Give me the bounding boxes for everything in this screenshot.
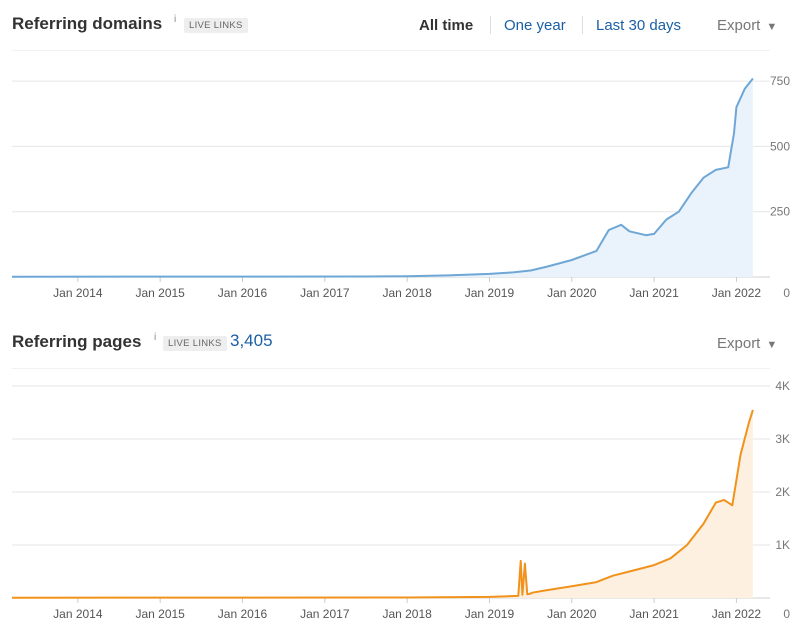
referring-pages-count[interactable]: 3,405 — [230, 331, 273, 350]
live-links-badge: LIVE LINKS — [184, 18, 248, 33]
y-tick-label: 4K — [775, 379, 790, 393]
x-tick-label: Jan 2015 — [135, 286, 185, 300]
info-icon[interactable]: i — [154, 332, 157, 343]
x-tick-label: Jan 2022 — [712, 286, 762, 300]
export-dropdown[interactable]: Export ▼ — [717, 335, 777, 352]
y-tick-label: 250 — [770, 205, 790, 219]
export-label: Export — [717, 335, 761, 352]
all-time-button[interactable]: All time — [419, 17, 474, 34]
export-label: Export — [717, 17, 761, 34]
one-year-button[interactable]: One year — [504, 17, 566, 34]
info-icon[interactable]: i — [174, 14, 177, 25]
chevron-down-icon: ▼ — [766, 21, 778, 33]
last-30-days-button[interactable]: Last 30 days — [596, 17, 682, 34]
x-tick-label: Jan 2020 — [547, 607, 597, 621]
live-links-badge: LIVE LINKS — [163, 336, 227, 351]
y-tick-label: 0 — [783, 286, 790, 300]
x-tick-label: Jan 2017 — [300, 607, 350, 621]
x-tick-label: Jan 2018 — [382, 607, 432, 621]
referring-pages-panel: Referring pages i LIVE LINKS 3,405 Expor… — [0, 318, 800, 630]
y-tick-label: 2K — [775, 485, 790, 499]
x-tick-label: Jan 2018 — [382, 286, 432, 300]
x-tick-label: Jan 2014 — [53, 607, 103, 621]
x-tick-label: Jan 2019 — [465, 607, 515, 621]
x-tick-label: Jan 2016 — [218, 607, 268, 621]
series-line — [11, 77, 754, 278]
y-tick-label: 1K — [775, 538, 790, 552]
x-tick-label: Jan 2020 — [547, 286, 597, 300]
x-tick-label: Jan 2017 — [300, 286, 350, 300]
series-area — [12, 409, 753, 598]
x-tick-label: Jan 2022 — [712, 607, 762, 621]
series-line — [11, 409, 754, 599]
series-area — [12, 78, 753, 277]
y-tick-label: 500 — [770, 139, 790, 153]
x-tick-label: Jan 2021 — [629, 607, 679, 621]
y-tick-label: 3K — [775, 432, 790, 446]
referring-domains-title: Referring domains — [12, 14, 163, 33]
referring-pages-chart: 4K 3K 2K 1K 0 Jan 2014 Jan 2015 Jan 2016 Jan 201… — [11, 368, 790, 621]
x-tick-label: Jan 2016 — [218, 286, 268, 300]
divider — [582, 16, 583, 34]
referring-domains-chart: 750 500 250 0 Jan 2014 Jan 2015 Jan 2016 Jan 20… — [11, 50, 790, 300]
x-tick-label: Jan 2021 — [629, 286, 679, 300]
referring-domains-panel: Referring domains i LIVE LINKS All time … — [0, 0, 800, 310]
x-tick-label: Jan 2015 — [135, 607, 185, 621]
referring-pages-header: Referring pages i LIVE LINKS 3,405 Expor… — [12, 318, 800, 368]
x-tick-label: Jan 2014 — [53, 286, 103, 300]
x-tick-label: Jan 2019 — [465, 286, 515, 300]
export-dropdown[interactable]: Export ▼ — [717, 17, 777, 34]
y-tick-label: 0 — [783, 607, 790, 621]
y-tick-label: 750 — [770, 74, 790, 88]
divider — [490, 16, 491, 34]
chevron-down-icon: ▼ — [766, 339, 778, 351]
referring-domains-header: Referring domains i LIVE LINKS All time … — [12, 0, 800, 50]
referring-pages-title: Referring pages — [12, 332, 142, 351]
